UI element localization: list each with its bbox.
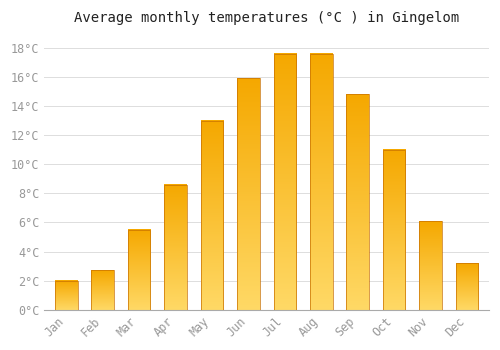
Bar bbox=[346, 94, 369, 310]
Bar bbox=[456, 263, 478, 310]
Bar bbox=[92, 271, 114, 310]
Bar bbox=[200, 120, 224, 310]
Bar bbox=[164, 184, 187, 310]
Bar bbox=[128, 230, 150, 310]
Bar bbox=[383, 150, 406, 310]
Bar bbox=[274, 54, 296, 310]
Bar bbox=[237, 78, 260, 310]
Bar bbox=[420, 221, 442, 310]
Bar bbox=[310, 54, 332, 310]
Bar bbox=[55, 281, 78, 310]
Title: Average monthly temperatures (°C ) in Gingelom: Average monthly temperatures (°C ) in Gi… bbox=[74, 11, 460, 25]
